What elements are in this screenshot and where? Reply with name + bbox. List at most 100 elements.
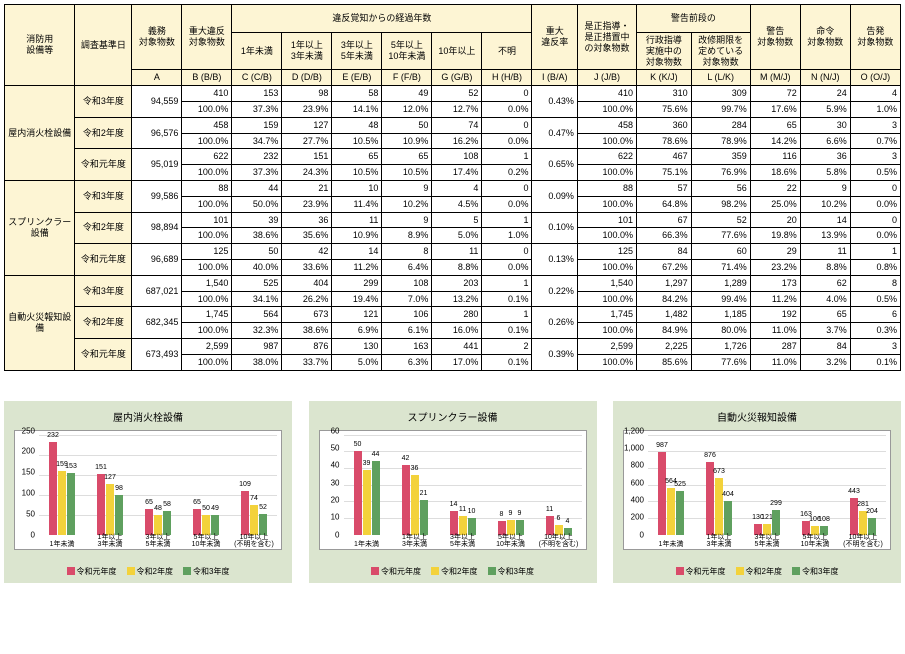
hdr-obligation: 義務対象物数 bbox=[132, 5, 182, 70]
bar-label: 673 bbox=[713, 468, 725, 475]
data-cell: 1,297 bbox=[637, 275, 692, 291]
data-cell: 14 bbox=[800, 212, 850, 228]
bar: 232 bbox=[49, 442, 57, 535]
legend-label: 令和元年度 bbox=[77, 566, 117, 577]
data-cell: 101 bbox=[182, 212, 232, 228]
data-cell: 84.9% bbox=[637, 323, 692, 339]
bar-label: 14 bbox=[450, 501, 458, 508]
bar: 11 bbox=[459, 516, 467, 534]
bar-label: 52 bbox=[259, 504, 267, 511]
data-cell: 38.6% bbox=[232, 228, 282, 244]
bar-label: 50 bbox=[202, 505, 210, 512]
hdr-pre-warning: 警告前段の bbox=[637, 5, 751, 33]
col-letter: A bbox=[132, 70, 182, 86]
data-cell: 100.0% bbox=[182, 228, 232, 244]
data-cell: 1,482 bbox=[637, 307, 692, 323]
bar: 36 bbox=[411, 475, 419, 535]
obligation-cell: 682,345 bbox=[132, 307, 182, 339]
y-tick: 800 bbox=[631, 461, 644, 470]
data-cell: 299 bbox=[332, 275, 382, 291]
data-cell: 0.3% bbox=[850, 323, 900, 339]
data-cell: 67 bbox=[637, 212, 692, 228]
legend-swatch bbox=[371, 567, 379, 575]
data-cell: 287 bbox=[750, 338, 800, 354]
data-cell: 19.8% bbox=[750, 228, 800, 244]
bar-group: 44328120410年以上(不明を含む) bbox=[840, 435, 886, 535]
x-label: 1年以上3年未満 bbox=[387, 534, 442, 548]
bar: 49 bbox=[211, 515, 219, 535]
year-cell: 令和2年度 bbox=[75, 307, 132, 339]
chart-title: スプリンクラー設備 bbox=[319, 409, 587, 424]
hdr-major-rate: 重大違反率 bbox=[532, 5, 577, 70]
chart-panel: 自動火災報知設備02004006008001,0001,200987564525… bbox=[613, 401, 901, 583]
bar-label: 10 bbox=[468, 508, 476, 515]
legend-item: 令和元年度 bbox=[676, 566, 726, 577]
data-cell: 77.6% bbox=[691, 354, 750, 370]
col-letter: H (H/B) bbox=[482, 70, 532, 86]
data-cell: 36 bbox=[800, 149, 850, 165]
data-cell: 0 bbox=[482, 117, 532, 133]
col-letter: B (B/B) bbox=[182, 70, 232, 86]
bar-group: 1411103年以上5年未満 bbox=[440, 435, 486, 535]
obligation-cell: 94,559 bbox=[132, 86, 182, 118]
legend-item: 令和2年度 bbox=[127, 566, 173, 577]
data-cell: 125 bbox=[182, 244, 232, 260]
col-letter: M (M/J) bbox=[750, 70, 800, 86]
hdr-e3: 5年以上10年未満 bbox=[382, 33, 432, 70]
year-cell: 令和3年度 bbox=[75, 275, 132, 307]
equip-cell: 屋内消火栓設備 bbox=[5, 86, 75, 181]
data-cell: 8.8% bbox=[800, 259, 850, 275]
col-letter: F (F/B) bbox=[382, 70, 432, 86]
data-cell: 16.0% bbox=[432, 323, 482, 339]
legend-label: 令和2年度 bbox=[746, 566, 782, 577]
equip-cell: 自動火災報知設備 bbox=[5, 275, 75, 370]
data-cell: 42 bbox=[282, 244, 332, 260]
data-cell: 173 bbox=[750, 275, 800, 291]
bars-region: 9875645251年未満8766734041年以上3年未満1301212993… bbox=[648, 435, 886, 535]
data-cell: 1,540 bbox=[182, 275, 232, 291]
bar: 50 bbox=[354, 451, 362, 534]
data-cell: 2 bbox=[482, 338, 532, 354]
bar: 52 bbox=[259, 514, 267, 535]
data-cell: 11 bbox=[432, 244, 482, 260]
bar-label: 50 bbox=[354, 441, 362, 448]
data-cell: 99.7% bbox=[691, 101, 750, 117]
chart-area: 01020304050605039441年未満4236211年以上3年未満141… bbox=[319, 430, 587, 550]
bar: 673 bbox=[715, 478, 723, 534]
rate-cell: 0.26% bbox=[532, 307, 577, 339]
legend-label: 令和3年度 bbox=[802, 566, 838, 577]
data-cell: 10.9% bbox=[382, 133, 432, 149]
data-cell: 78.9% bbox=[691, 133, 750, 149]
y-tick: 250 bbox=[22, 426, 35, 435]
table-row: 令和2年度96,57645815912748507400.47%45836028… bbox=[5, 117, 901, 133]
data-cell: 4.5% bbox=[432, 196, 482, 212]
data-cell: 23.9% bbox=[282, 101, 332, 117]
x-label: 5年以上10年未満 bbox=[178, 534, 233, 548]
year-cell: 令和元年度 bbox=[75, 338, 132, 370]
hdr-major-violation: 重大違反対象物数 bbox=[182, 5, 232, 70]
data-cell: 309 bbox=[691, 86, 750, 102]
data-cell: 159 bbox=[232, 117, 282, 133]
bar-group: 151127981年以上3年未満 bbox=[87, 435, 133, 535]
data-cell: 38.0% bbox=[232, 354, 282, 370]
bar-group: 116410年以上(不明を含む) bbox=[536, 435, 582, 535]
data-cell: 85.6% bbox=[637, 354, 692, 370]
y-tick: 50 bbox=[331, 443, 340, 452]
y-tick: 0 bbox=[335, 530, 339, 539]
table-header: 消防用設備等 調査基準日 義務対象物数 重大違反対象物数 違反覚知からの経過年数… bbox=[5, 5, 901, 86]
legend-item: 令和2年度 bbox=[431, 566, 477, 577]
data-cell: 10.5% bbox=[332, 165, 382, 181]
bar: 109 bbox=[241, 491, 249, 535]
data-cell: 13.2% bbox=[432, 291, 482, 307]
legend-label: 令和元年度 bbox=[381, 566, 421, 577]
data-cell: 11.2% bbox=[332, 259, 382, 275]
data-cell: 9 bbox=[382, 212, 432, 228]
bar-label: 58 bbox=[163, 501, 171, 508]
bars-region: 2321591531年未満151127981年以上3年未満6548583年以上5… bbox=[39, 435, 277, 535]
bar: 564 bbox=[667, 488, 675, 535]
bar-label: 4 bbox=[566, 518, 570, 525]
obligation-cell: 96,689 bbox=[132, 244, 182, 276]
data-cell: 78.6% bbox=[637, 133, 692, 149]
x-label: 1年未満 bbox=[643, 541, 698, 548]
bar-group: 6550495年以上10年未満 bbox=[183, 435, 229, 535]
